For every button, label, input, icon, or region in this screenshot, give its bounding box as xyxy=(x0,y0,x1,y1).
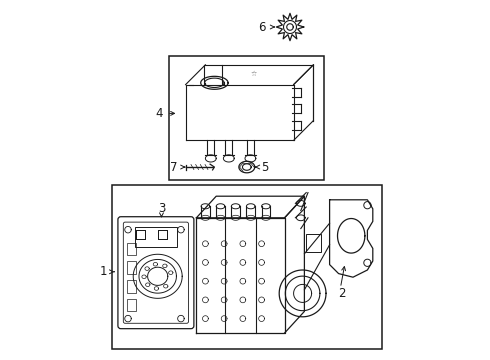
Bar xyxy=(158,230,167,239)
Bar xyxy=(135,227,176,247)
Bar xyxy=(136,230,145,239)
Text: 2: 2 xyxy=(339,287,346,300)
Bar xyxy=(127,243,136,255)
Bar xyxy=(170,56,324,180)
Text: 1: 1 xyxy=(100,265,107,278)
Bar xyxy=(136,230,145,239)
Text: 4: 4 xyxy=(155,107,163,120)
Bar xyxy=(112,185,382,349)
Bar xyxy=(158,230,167,239)
Text: 6: 6 xyxy=(258,21,266,33)
Bar xyxy=(306,234,320,252)
Bar xyxy=(136,230,145,239)
Bar xyxy=(127,280,136,293)
Text: 5: 5 xyxy=(261,161,269,174)
Bar xyxy=(127,261,136,274)
Bar xyxy=(127,299,136,311)
Text: 7: 7 xyxy=(170,161,178,174)
Text: 3: 3 xyxy=(158,202,165,215)
Bar xyxy=(158,230,167,239)
Text: ☆: ☆ xyxy=(251,71,257,77)
